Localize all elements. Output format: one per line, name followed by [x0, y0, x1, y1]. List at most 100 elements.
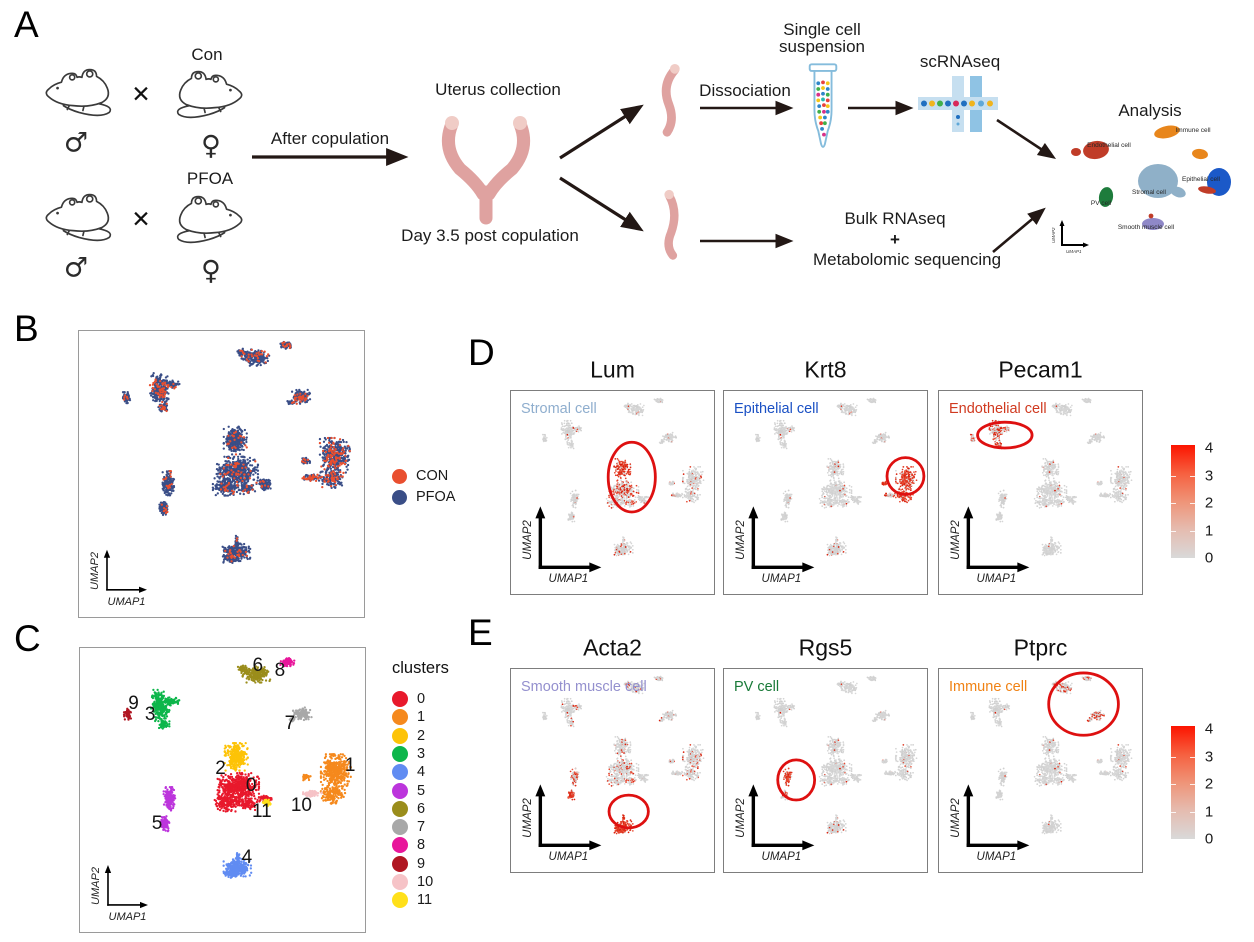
- legend-label: 0: [417, 691, 426, 707]
- colorbar-tick-mark: [1190, 502, 1195, 505]
- arrow-bulk-to-analysis: [992, 207, 1046, 253]
- panel-d-krt8-axis-y-label: UMAP2: [735, 520, 748, 561]
- panel-letter-c: C: [14, 618, 41, 659]
- clusters-legend-item-8: 8: [392, 837, 425, 854]
- panel-d-lum-title: Lum: [590, 356, 635, 383]
- panel-c-umap-axis-x-label: UMAP1: [108, 910, 147, 923]
- panel-d-pecam1-celltype-label: Endothelial cell: [949, 401, 1047, 417]
- dissociation-label: Dissociation: [699, 81, 791, 100]
- legend-label: PFOA: [416, 489, 456, 505]
- analysis-blob-stromal-cell: [1170, 186, 1186, 198]
- colorbar-tick-label: 2: [1204, 494, 1214, 512]
- analysis-cell-label: Stromal cell: [1132, 189, 1167, 196]
- clusters-legend-item-2: 2: [392, 727, 425, 744]
- uterine-horn-icon: [661, 63, 680, 137]
- analysis-mini-umap: Endothelial cell Immune cell Stromal cell E…: [1051, 125, 1231, 254]
- cluster-number-0: 0: [245, 775, 257, 797]
- cbarD-gradient: [1171, 445, 1195, 558]
- colorbar-tick-mark: [1171, 783, 1176, 786]
- legend-label: 7: [417, 819, 426, 836]
- panel-d-pecam1: [938, 390, 1143, 595]
- female-symbol: ♀: [201, 255, 221, 287]
- arrow-chip-to-analysis: [996, 118, 1057, 160]
- panel-b-umap-axis-x-label: UMAP1: [107, 595, 146, 608]
- panel-d-krt8: [723, 390, 928, 595]
- cluster-number-5: 5: [151, 812, 163, 834]
- analysis-blob-pv-cell: [1098, 187, 1114, 207]
- panel-letter-d: D: [468, 332, 495, 373]
- panel-e-acta2-canvas: [510, 668, 715, 873]
- panel-e-ptprc-celltype-label: Immune cell: [949, 679, 1028, 695]
- scrnaseq-chip-icon: [918, 76, 998, 132]
- colorbar-tick-mark: [1171, 475, 1176, 477]
- tube-icon: [808, 63, 838, 148]
- scrnaseq-label: scRNAseq: [919, 52, 1001, 71]
- legend-label: 6: [417, 800, 426, 817]
- arrow-split-bottom: [559, 176, 644, 232]
- analysis-blob-endothelial-cell: [1083, 140, 1109, 160]
- legend-label: 5: [417, 782, 426, 799]
- analysis-blob-immune-cell: [1154, 125, 1180, 139]
- panel-e-ptprc-canvas: [938, 668, 1143, 873]
- colorbar-tick-mark: [1171, 530, 1176, 533]
- panel-d-krt8-celltype-label: Epithelial cell: [734, 401, 819, 417]
- arrow-split-top: [559, 104, 644, 160]
- panel-b-umap-canvas: [78, 330, 365, 618]
- legend-dot: [392, 691, 408, 707]
- clusters-legend-item-1: 1: [392, 709, 426, 726]
- analysis-cell-label: Endothelial cell: [1087, 142, 1131, 149]
- pfoa-label: PFOA: [186, 169, 234, 188]
- colorbar-tick-label: 1: [1204, 803, 1214, 820]
- panel-e-rgs5-axis-y-label: UMAP2: [735, 798, 748, 839]
- colorbar-tick-mark: [1190, 811, 1195, 814]
- cluster-number-3: 3: [144, 704, 156, 726]
- panel-b-umap: [78, 330, 365, 618]
- legend-dot: [392, 782, 408, 799]
- analysis-axis-y-label: UMAP2: [1051, 227, 1056, 243]
- colorbar-tick-label: 0: [1204, 830, 1214, 848]
- panel-e-ptprc-axis-y-label: UMAP2: [950, 798, 963, 839]
- clusters-legend-item-11: 11: [392, 892, 432, 909]
- clusters-legend-item-5: 5: [392, 782, 426, 799]
- cross-icon: ✕: [131, 82, 151, 108]
- legend-label: 10: [417, 874, 434, 890]
- legend-dot: [392, 837, 408, 854]
- con-label: Con: [191, 45, 223, 64]
- panel-c-umap-axis-y-label: UMAP2: [89, 867, 102, 906]
- analysis-title: Analysis: [1118, 101, 1182, 120]
- panel-d-krt8-canvas: [723, 390, 928, 595]
- clusters-legend-item-6: 6: [392, 800, 426, 817]
- legend-label: 3: [417, 745, 426, 762]
- legend-label: 4: [417, 764, 426, 781]
- colorbar-tick-label: 3: [1204, 467, 1214, 484]
- single-cell-label-line1: Single cell: [783, 20, 861, 39]
- colorbar-tick-label: 3: [1204, 748, 1214, 765]
- legend-label: 1: [417, 709, 426, 726]
- clusters-legend-item-9: 9: [392, 855, 426, 872]
- cluster-number-8: 8: [274, 659, 286, 681]
- legend-dot: [392, 800, 408, 817]
- cell-dots: [816, 80, 830, 137]
- cluster-number-10: 10: [290, 794, 312, 816]
- legend-dot: [392, 489, 407, 505]
- clusters-legend-item-10: 10: [392, 874, 433, 890]
- cluster-number-7: 7: [284, 712, 296, 734]
- legend-label: 9: [417, 855, 426, 872]
- colorbar-tick-label: 2: [1204, 775, 1214, 793]
- legend-dot: [392, 764, 408, 781]
- male-symbol: ♂: [63, 252, 89, 284]
- analysis-blob-immune-cell: [1192, 148, 1208, 160]
- droplet-dots: [921, 100, 993, 126]
- analysis-cell-label: Smooth muscle cell: [1118, 224, 1175, 231]
- panel-e-acta2-axis-x-label: UMAP1: [548, 851, 589, 864]
- clusters-legend-item-4: 4: [392, 764, 426, 781]
- legend-item-con: CON: [392, 468, 448, 484]
- legend-label: CON: [416, 468, 449, 484]
- analysis-cell-label: Epithelial cell: [1182, 176, 1220, 183]
- cluster-number-11: 11: [251, 801, 272, 823]
- panel-e-rgs5: [723, 668, 928, 873]
- legend-dot: [392, 745, 408, 762]
- panel-d-lum-celltype-label: Stromal cell: [521, 401, 597, 417]
- workflow-arrows: [252, 100, 1057, 253]
- plus-label: +: [890, 230, 900, 249]
